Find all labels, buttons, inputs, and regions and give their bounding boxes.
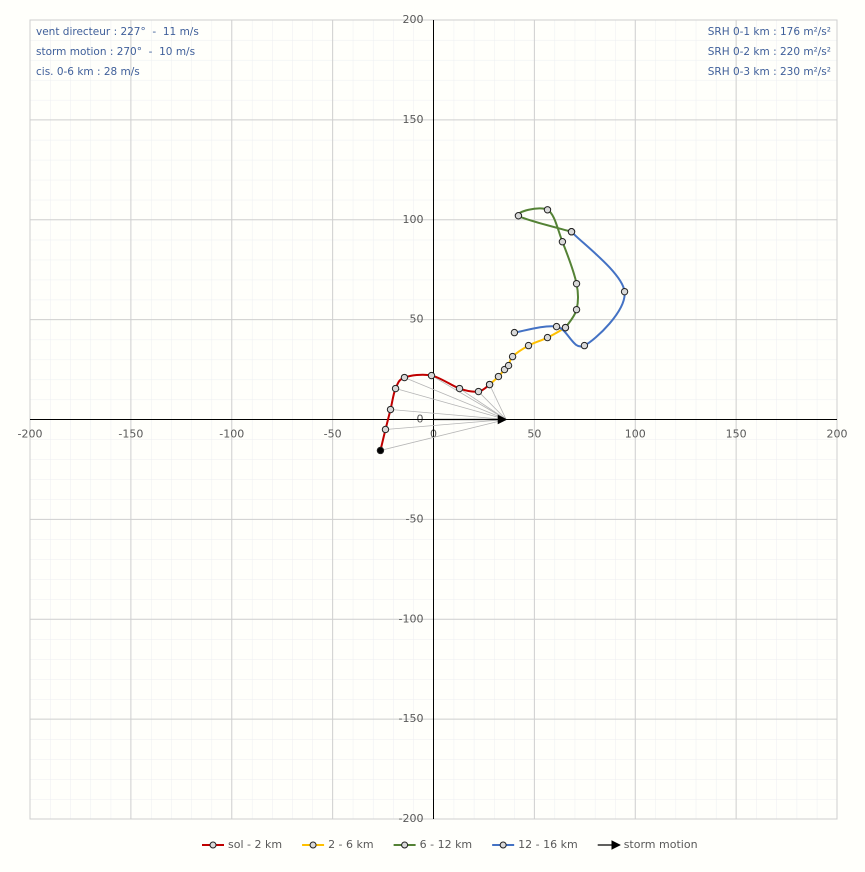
- data-point: [558, 238, 567, 246]
- x-tick-label: -100: [219, 428, 244, 441]
- x-tick-label: 200: [827, 428, 848, 441]
- y-tick-label: -100: [399, 612, 424, 625]
- data-point: [427, 371, 436, 380]
- storm-relative-line: [459, 388, 507, 420]
- data-point: [386, 405, 395, 414]
- annotation: storm motion : 270° - 10 m/s: [36, 46, 195, 58]
- x-tick-label: -200: [18, 428, 43, 441]
- x-tick-label: 100: [625, 428, 646, 441]
- y-tick-label: 150: [403, 113, 424, 126]
- data-point: [514, 212, 523, 220]
- data-point: [572, 305, 581, 314]
- storm-relative-line: [390, 409, 507, 420]
- data-point: [567, 228, 576, 236]
- storm-relative-line: [489, 384, 507, 420]
- y-tick-label: -50: [406, 512, 424, 525]
- annotation: SRH 0-1 km : 176 m²/s²: [708, 26, 831, 38]
- data-point: [572, 279, 581, 288]
- data-point: [580, 341, 589, 350]
- y-tick-label: 100: [403, 213, 424, 226]
- data-point: [485, 380, 494, 389]
- x-tick-label: -150: [118, 428, 143, 441]
- data-point: [381, 425, 390, 434]
- storm-relative-line: [404, 377, 507, 420]
- data-point: [552, 322, 561, 331]
- data-point: [524, 341, 533, 350]
- legend-marker: [209, 841, 217, 849]
- data-point: [561, 323, 570, 332]
- annotation: SRH 0-3 km : 230 m²/s²: [708, 66, 831, 78]
- data-point: [620, 287, 629, 296]
- x-tick-label: 150: [726, 428, 747, 441]
- data-point: [543, 333, 552, 342]
- legend-marker: [401, 841, 409, 849]
- annotation: cis. 0-6 km : 28 m/s: [36, 66, 140, 78]
- storm-relative-line: [431, 375, 507, 420]
- data-point: [391, 384, 400, 393]
- y-tick-label: 200: [403, 13, 424, 26]
- data-point: [504, 361, 513, 370]
- data-point: [474, 387, 483, 396]
- data-point: [376, 446, 385, 455]
- annotation: vent directeur : 227° - 11 m/s: [36, 26, 199, 38]
- y-tick-label: -150: [399, 712, 424, 725]
- y-tick-label: -200: [399, 812, 424, 825]
- y-tick-label: 50: [410, 313, 424, 326]
- legend-label: 2 - 6 km: [328, 838, 374, 851]
- storm-relative-line: [395, 388, 507, 420]
- legend-marker: [499, 841, 507, 849]
- storm-relative-line: [380, 419, 507, 451]
- data-point: [510, 328, 519, 337]
- legend-marker: [309, 841, 317, 849]
- data-point: [400, 373, 409, 382]
- data-point: [508, 352, 517, 361]
- x-tick-label: 50: [527, 428, 541, 441]
- legend-label: storm motion: [624, 838, 698, 851]
- legend-label: sol - 2 km: [228, 838, 282, 851]
- data-point: [494, 372, 503, 381]
- annotation: SRH 0-2 km : 220 m²/s²: [708, 46, 831, 58]
- legend-label: 6 - 12 km: [420, 838, 473, 851]
- x-tick-label: -50: [324, 428, 342, 441]
- legend-label: 12 - 16 km: [518, 838, 578, 851]
- data-point: [543, 206, 552, 214]
- storm-relative-line: [385, 419, 507, 430]
- data-point: [455, 384, 464, 393]
